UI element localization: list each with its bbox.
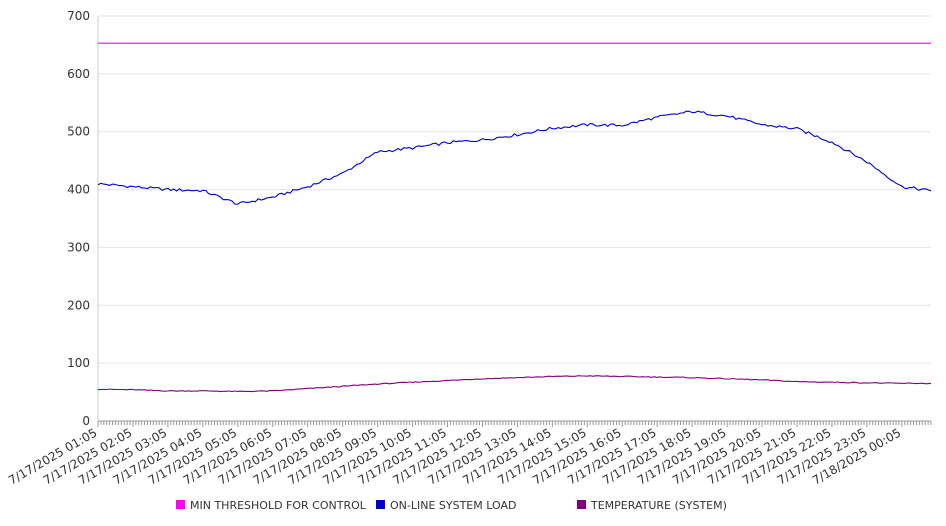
legend-swatch bbox=[577, 500, 586, 509]
y-tick-label: 100 bbox=[67, 356, 90, 370]
legend-label: ON-LINE SYSTEM LOAD bbox=[390, 499, 516, 512]
y-tick-label: 300 bbox=[67, 240, 90, 254]
y-tick-label: 0 bbox=[82, 414, 90, 428]
series-lines bbox=[97, 42, 932, 393]
legend-swatch bbox=[176, 500, 185, 509]
legend-label: TEMPERATURE (SYSTEM) bbox=[590, 499, 727, 512]
legend-swatch bbox=[376, 500, 385, 509]
y-tick-label: 200 bbox=[67, 298, 90, 312]
axes bbox=[97, 16, 932, 427]
legend-label: MIN THRESHOLD FOR CONTROL bbox=[190, 499, 367, 512]
legend: MIN THRESHOLD FOR CONTROL ON-LINE SYSTEM … bbox=[176, 499, 727, 512]
y-tick-label: 500 bbox=[67, 125, 90, 139]
y-tick-labels: 0 100 200 300 400 500 600 700 bbox=[67, 9, 90, 428]
series-line bbox=[97, 110, 932, 205]
y-tick-label: 700 bbox=[67, 9, 90, 23]
x-tick-labels: 7/17/2025 01:057/17/2025 02:057/17/2025 … bbox=[6, 425, 903, 487]
y-tick-label: 400 bbox=[67, 183, 90, 197]
grid-lines bbox=[98, 15, 931, 364]
y-tick-label: 600 bbox=[67, 67, 90, 81]
series-line bbox=[98, 375, 932, 393]
